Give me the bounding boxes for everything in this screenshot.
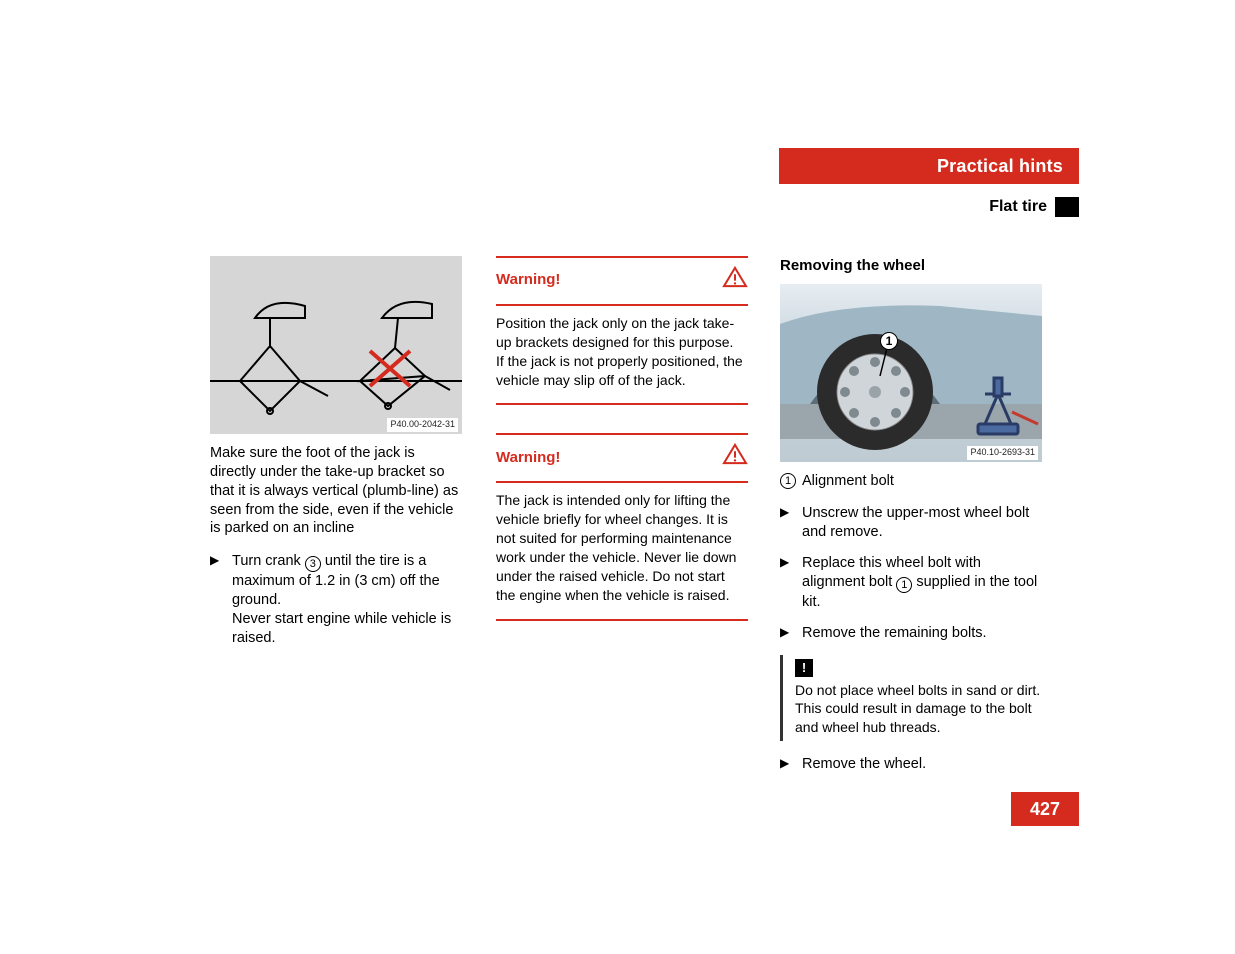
- thumb-tab: [1055, 197, 1079, 217]
- crank-callout-3: 3: [305, 556, 321, 572]
- step-text-a: Turn crank: [232, 553, 305, 569]
- step-remove-wheel: Remove the wheel.: [780, 755, 1042, 774]
- section-title: Flat tire: [989, 198, 1047, 216]
- page-number-badge: 427: [1011, 792, 1079, 826]
- figure-jack-position: P40.00-2042-31: [210, 256, 462, 434]
- chapter-title: Practical hints: [937, 156, 1063, 177]
- step2-callout-1: 1: [896, 577, 912, 593]
- col3-steps-b: Remove the wheel.: [780, 755, 1042, 774]
- step-line2: Never start engine while vehicle is rais…: [232, 611, 451, 646]
- turn-crank-step: Turn crank 3 until the tire is a maximum…: [210, 552, 462, 647]
- chapter-banner: Practical hints: [779, 148, 1079, 184]
- notice-exclamation-icon: !: [795, 659, 813, 677]
- step-unscrew: Unscrew the upper-most wheel bolt and re…: [780, 504, 1042, 542]
- legend-callout-1: 1: [780, 473, 796, 489]
- step-replace-bolt: Replace this wheel bolt with alignment b…: [780, 554, 1042, 612]
- legend-text-1: Alignment bolt: [802, 472, 894, 491]
- warning-triangle-icon: [722, 443, 748, 471]
- column-right: Removing the wheel: [780, 256, 1042, 786]
- warning-header-2: Warning!: [496, 433, 748, 483]
- legend-row-1: 1 Alignment bolt: [780, 472, 1042, 491]
- jack-diagram-svg: [210, 256, 462, 434]
- warning-body-1: Position the jack only on the jack take-…: [496, 306, 748, 406]
- figure-1-caption: P40.00-2042-31: [387, 418, 458, 432]
- warning-header-1: Warning!: [496, 256, 748, 306]
- warning-label-1: Warning!: [496, 270, 560, 290]
- col1-steps: Turn crank 3 until the tire is a maximum…: [210, 552, 462, 647]
- warning-label-2: Warning!: [496, 448, 560, 468]
- col3-steps-a: Unscrew the upper-most wheel bolt and re…: [780, 504, 1042, 642]
- jack-foot-paragraph: Make sure the foot of the jack is direct…: [210, 444, 462, 538]
- section-banner: Flat tire: [779, 194, 1079, 220]
- warning-box-2: Warning! The jack is intended only for l…: [496, 433, 748, 620]
- removing-wheel-heading: Removing the wheel: [780, 256, 1042, 276]
- figure-2-caption: P40.10-2693-31: [967, 446, 1038, 460]
- column-middle: Warning! Position the jack only on the j…: [496, 256, 748, 649]
- notice-box: ! Do not place wheel bolts in sand or di…: [780, 655, 1042, 742]
- step-remove-remaining: Remove the remaining bolts.: [780, 624, 1042, 643]
- warning-body-2: The jack is intended only for lifting th…: [496, 483, 748, 620]
- warning-box-1: Warning! Position the jack only on the j…: [496, 256, 748, 405]
- notice-body: Do not place wheel bolts in sand or dirt…: [795, 681, 1042, 738]
- figure-2-legend: 1 Alignment bolt: [780, 472, 1042, 491]
- column-left: P40.00-2042-31 Make sure the foot of the…: [210, 256, 462, 660]
- callout-1-badge: 1: [880, 332, 898, 350]
- warning-triangle-icon: [722, 266, 748, 294]
- page-number: 427: [1030, 799, 1060, 820]
- wheel-photo-svg: [780, 284, 1042, 462]
- figure-wheel-photo: 1 P40.10-2693-31: [780, 284, 1042, 462]
- manual-page: Practical hints Flat tire: [0, 0, 1235, 954]
